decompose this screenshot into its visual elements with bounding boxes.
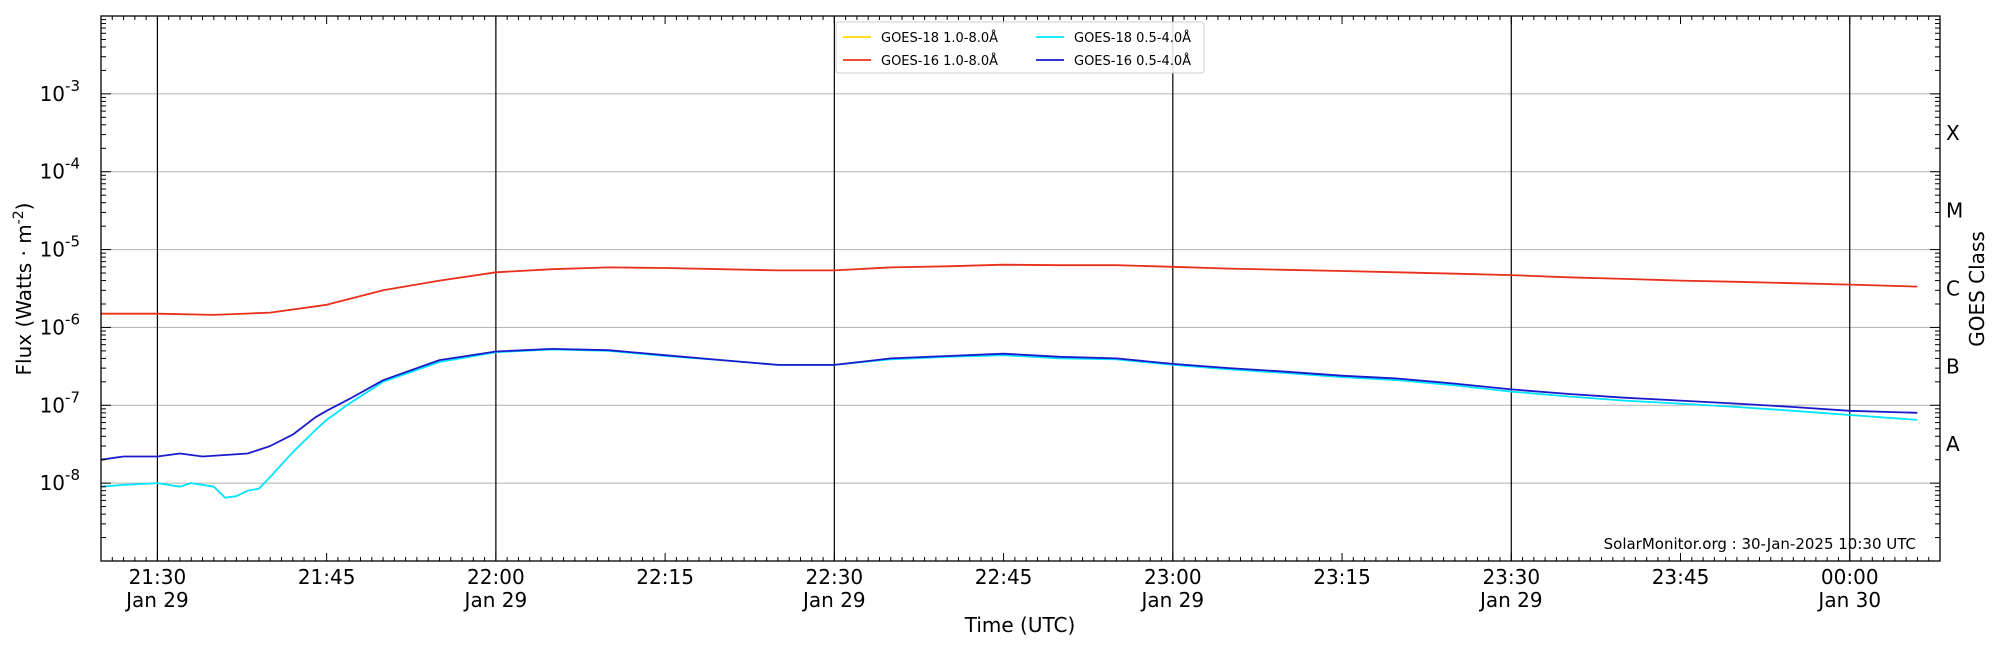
series-layer <box>100 263 1918 499</box>
legend-label: GOES-16 0.5-4.0Å <box>1074 53 1191 69</box>
goes-class-X: X <box>1946 121 1960 145</box>
series-line-1 <box>101 263 1918 316</box>
x-tick-label: 21:30 <box>129 565 187 589</box>
y-axis-title-superscript: -2 <box>11 210 27 224</box>
x-tick-date-label: Jan 30 <box>1816 588 1881 612</box>
y-tick-labels: 10-8 10-7 10-6 10-5 10-4 10-3 <box>40 77 80 495</box>
y-tick-label: 10-3 <box>40 77 80 106</box>
goes-class-axis-title: GOES Class <box>1965 231 1989 347</box>
vertical-day-lines <box>156 16 1851 561</box>
x-tick-label: 23:30 <box>1482 565 1540 589</box>
x-tick-label: 22:45 <box>975 565 1033 589</box>
y-tick-label: 10-5 <box>40 233 80 262</box>
x-tick-label: 22:00 <box>467 565 525 589</box>
goes-class-A: A <box>1946 432 1960 456</box>
y-tick-label: 10-7 <box>40 388 80 417</box>
x-tick-label: 00:00 <box>1821 565 1879 589</box>
x-tick-date-label: Jan 29 <box>463 588 528 612</box>
legend-label: GOES-18 0.5-4.0Å <box>1074 30 1191 46</box>
legend-label: GOES-16 1.0-8.0Å <box>881 53 998 69</box>
legend-label: GOES-18 1.0-8.0Å <box>881 30 998 46</box>
x-tick-label: 22:15 <box>636 565 694 589</box>
plot-frame <box>100 15 1941 562</box>
y-axis-title-main: Flux (Watts · m <box>12 224 36 375</box>
goes-class-B: B <box>1946 354 1960 378</box>
y-tick-label: 10-4 <box>40 155 80 184</box>
y-axis-title-close: ) <box>12 203 36 211</box>
tick-layer <box>100 15 1941 562</box>
y-axis-title: Flux (Watts · m-2) <box>11 203 36 376</box>
goes-class-C: C <box>1946 277 1960 301</box>
x-tick-label: 23:45 <box>1652 565 1710 589</box>
x-tick-label: 22:30 <box>806 565 864 589</box>
x-tick-date-label: Jan 29 <box>801 588 866 612</box>
x-tick-label: 23:00 <box>1144 565 1202 589</box>
legend-box <box>835 21 1205 74</box>
y-tick-label: 10-6 <box>40 310 80 339</box>
x-tick-label: 21:45 <box>298 565 356 589</box>
x-tick-date-label: Jan 29 <box>1139 588 1204 612</box>
grid-layer <box>101 93 1940 484</box>
credit-text: SolarMonitor.org : 30-Jan-2025 10:30 UTC <box>1604 535 1916 553</box>
legend: GOES-18 1.0-8.0Å GOES-16 1.0-8.0Å GOES-18 … <box>835 21 1205 74</box>
goes-class-labels: A B C M X <box>1946 121 1963 456</box>
x-tick-date-label: Jan 29 <box>1478 588 1543 612</box>
goes-class-M: M <box>1946 199 1963 223</box>
x-tick-label: 23:15 <box>1313 565 1371 589</box>
x-tick-date-label: Jan 29 <box>124 588 189 612</box>
y-tick-label: 10-8 <box>40 466 80 495</box>
series-line-3 <box>100 347 1918 461</box>
x-axis-title: Time (UTC) <box>964 613 1076 637</box>
